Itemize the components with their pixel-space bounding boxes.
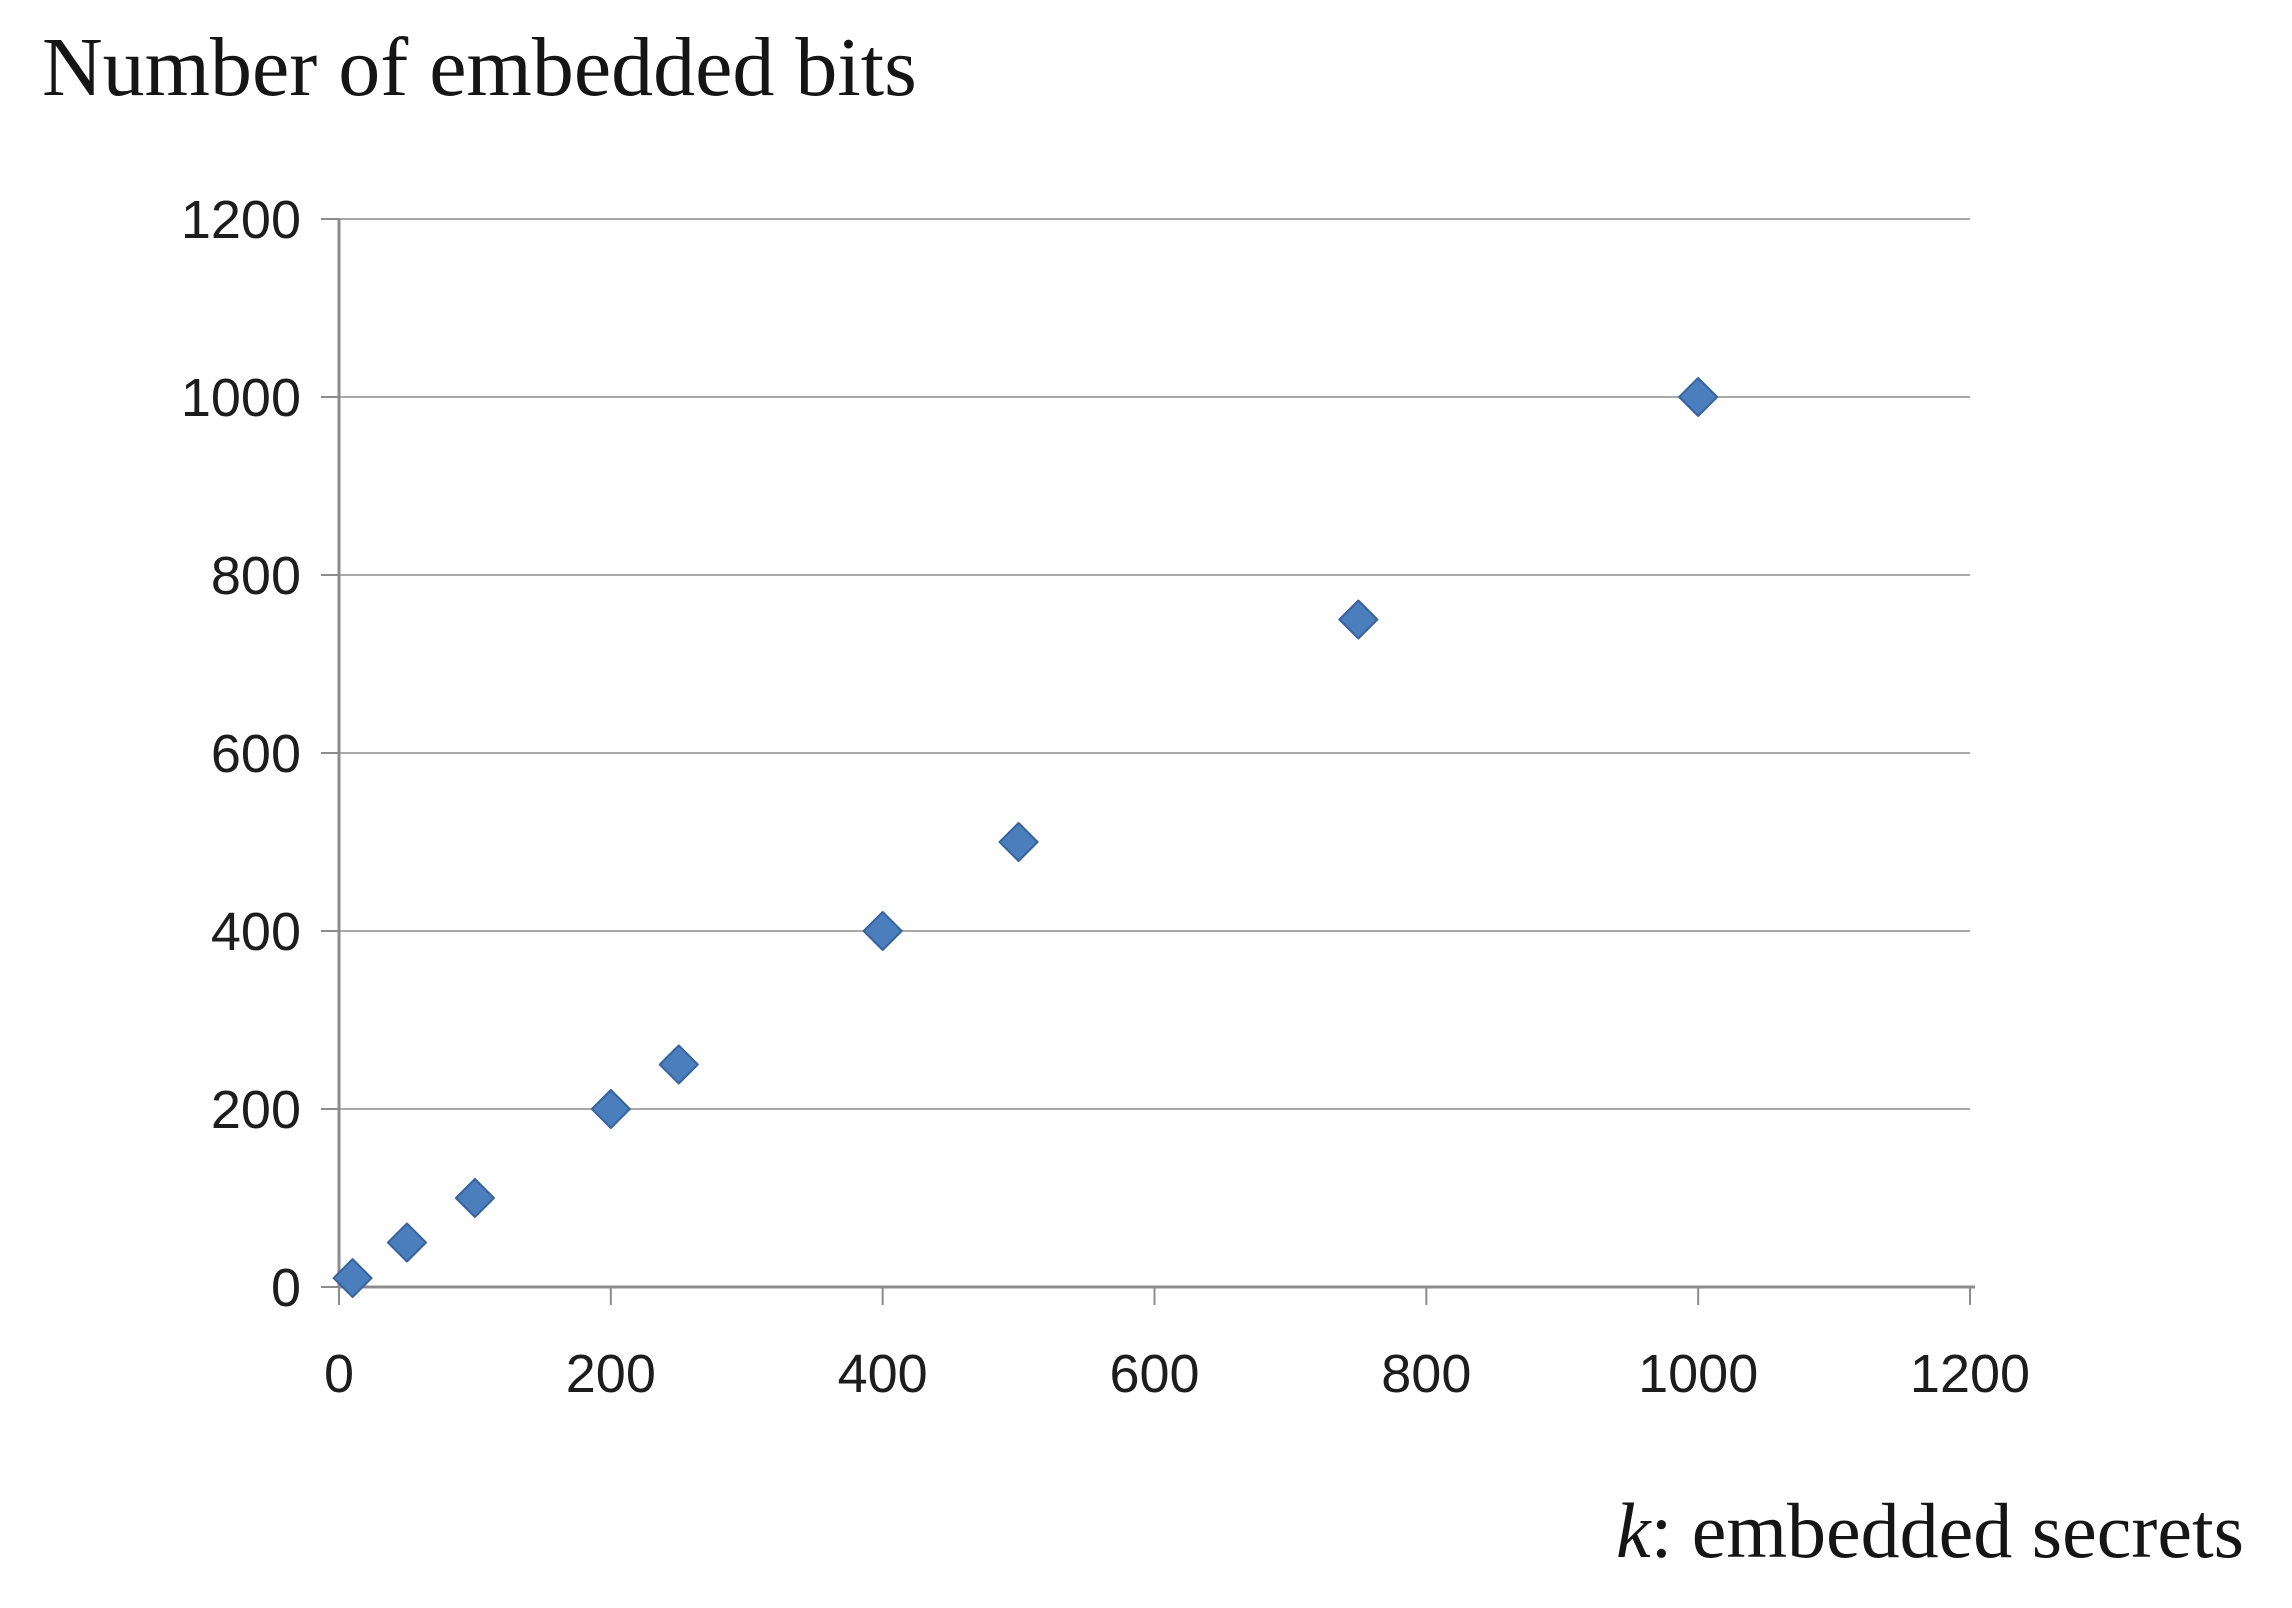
x-tick-label: 800 — [1381, 1344, 1471, 1404]
x-tick-label: 1200 — [1910, 1344, 2030, 1404]
data-point — [332, 1258, 373, 1299]
y-tick-label: 1000 — [181, 368, 301, 428]
x-tick-label: 600 — [1109, 1344, 1199, 1404]
y-tick-label: 600 — [211, 724, 301, 784]
x-axis-label: k: embedded secrets — [1616, 1488, 2244, 1574]
data-point — [1678, 377, 1719, 417]
y-tick-label: 800 — [211, 546, 301, 606]
y-tick-label: 0 — [271, 1258, 301, 1318]
data-point — [998, 822, 1039, 862]
data-point — [862, 911, 903, 951]
y-tick-label: 400 — [211, 902, 301, 962]
x-axis-label-text: : embedded secrets — [1650, 1487, 2244, 1575]
chart-title: Number of embedded bits — [42, 21, 917, 114]
x-axis-label-variable: k — [1615, 1487, 1651, 1575]
data-point — [454, 1178, 495, 1218]
data-point — [386, 1222, 427, 1263]
data-point — [590, 1089, 631, 1129]
y-tick-label: 200 — [211, 1080, 301, 1140]
y-tick-label: 1200 — [181, 190, 301, 250]
x-tick-label: 400 — [838, 1344, 928, 1404]
data-point — [658, 1044, 699, 1085]
data-point — [1338, 599, 1379, 640]
x-tick-label: 200 — [566, 1344, 656, 1404]
x-tick-label: 0 — [324, 1344, 354, 1404]
x-tick-label: 1000 — [1638, 1344, 1758, 1404]
